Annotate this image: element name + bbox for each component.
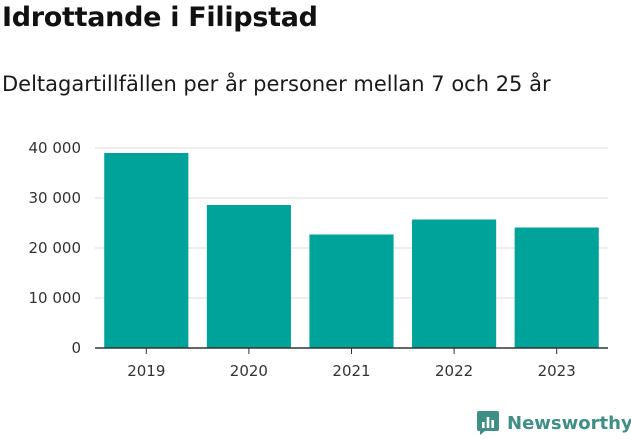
bar-2022: [412, 219, 497, 348]
axes: [95, 347, 608, 354]
y-tick-label-20000: 20 000: [29, 239, 82, 257]
chart-title: Idrottande i Filipstad: [2, 2, 318, 33]
x-tick-label-2021: 2021: [332, 362, 370, 380]
chart-subtitle: Deltagartillfällen per år personer mella…: [2, 72, 551, 96]
x-tick-label-2020: 2020: [230, 362, 268, 380]
bars: [104, 153, 599, 348]
y-tick-label-0: 0: [71, 339, 81, 357]
bar-2023: [514, 227, 599, 348]
newsworthy-logo-icon: [477, 411, 499, 435]
brand-name: Newsworthy: [507, 412, 631, 434]
bar-2019: [104, 153, 189, 348]
x-tick-label-2023: 2023: [538, 362, 576, 380]
bar-2020: [206, 205, 291, 348]
y-tick-label-40000: 40 000: [29, 139, 82, 157]
y-tick-label-30000: 30 000: [29, 189, 82, 207]
bar-2021: [309, 234, 394, 348]
x-tick-label-2019: 2019: [127, 362, 165, 380]
brand-logo: Newsworthy: [476, 408, 631, 438]
x-tick-label-2022: 2022: [435, 362, 473, 380]
y-tick-label-10000: 10 000: [29, 289, 82, 307]
tick-labels: 0 10 000 20 000 30 000 40 000 2019 2020 2021 202…: [29, 139, 576, 380]
